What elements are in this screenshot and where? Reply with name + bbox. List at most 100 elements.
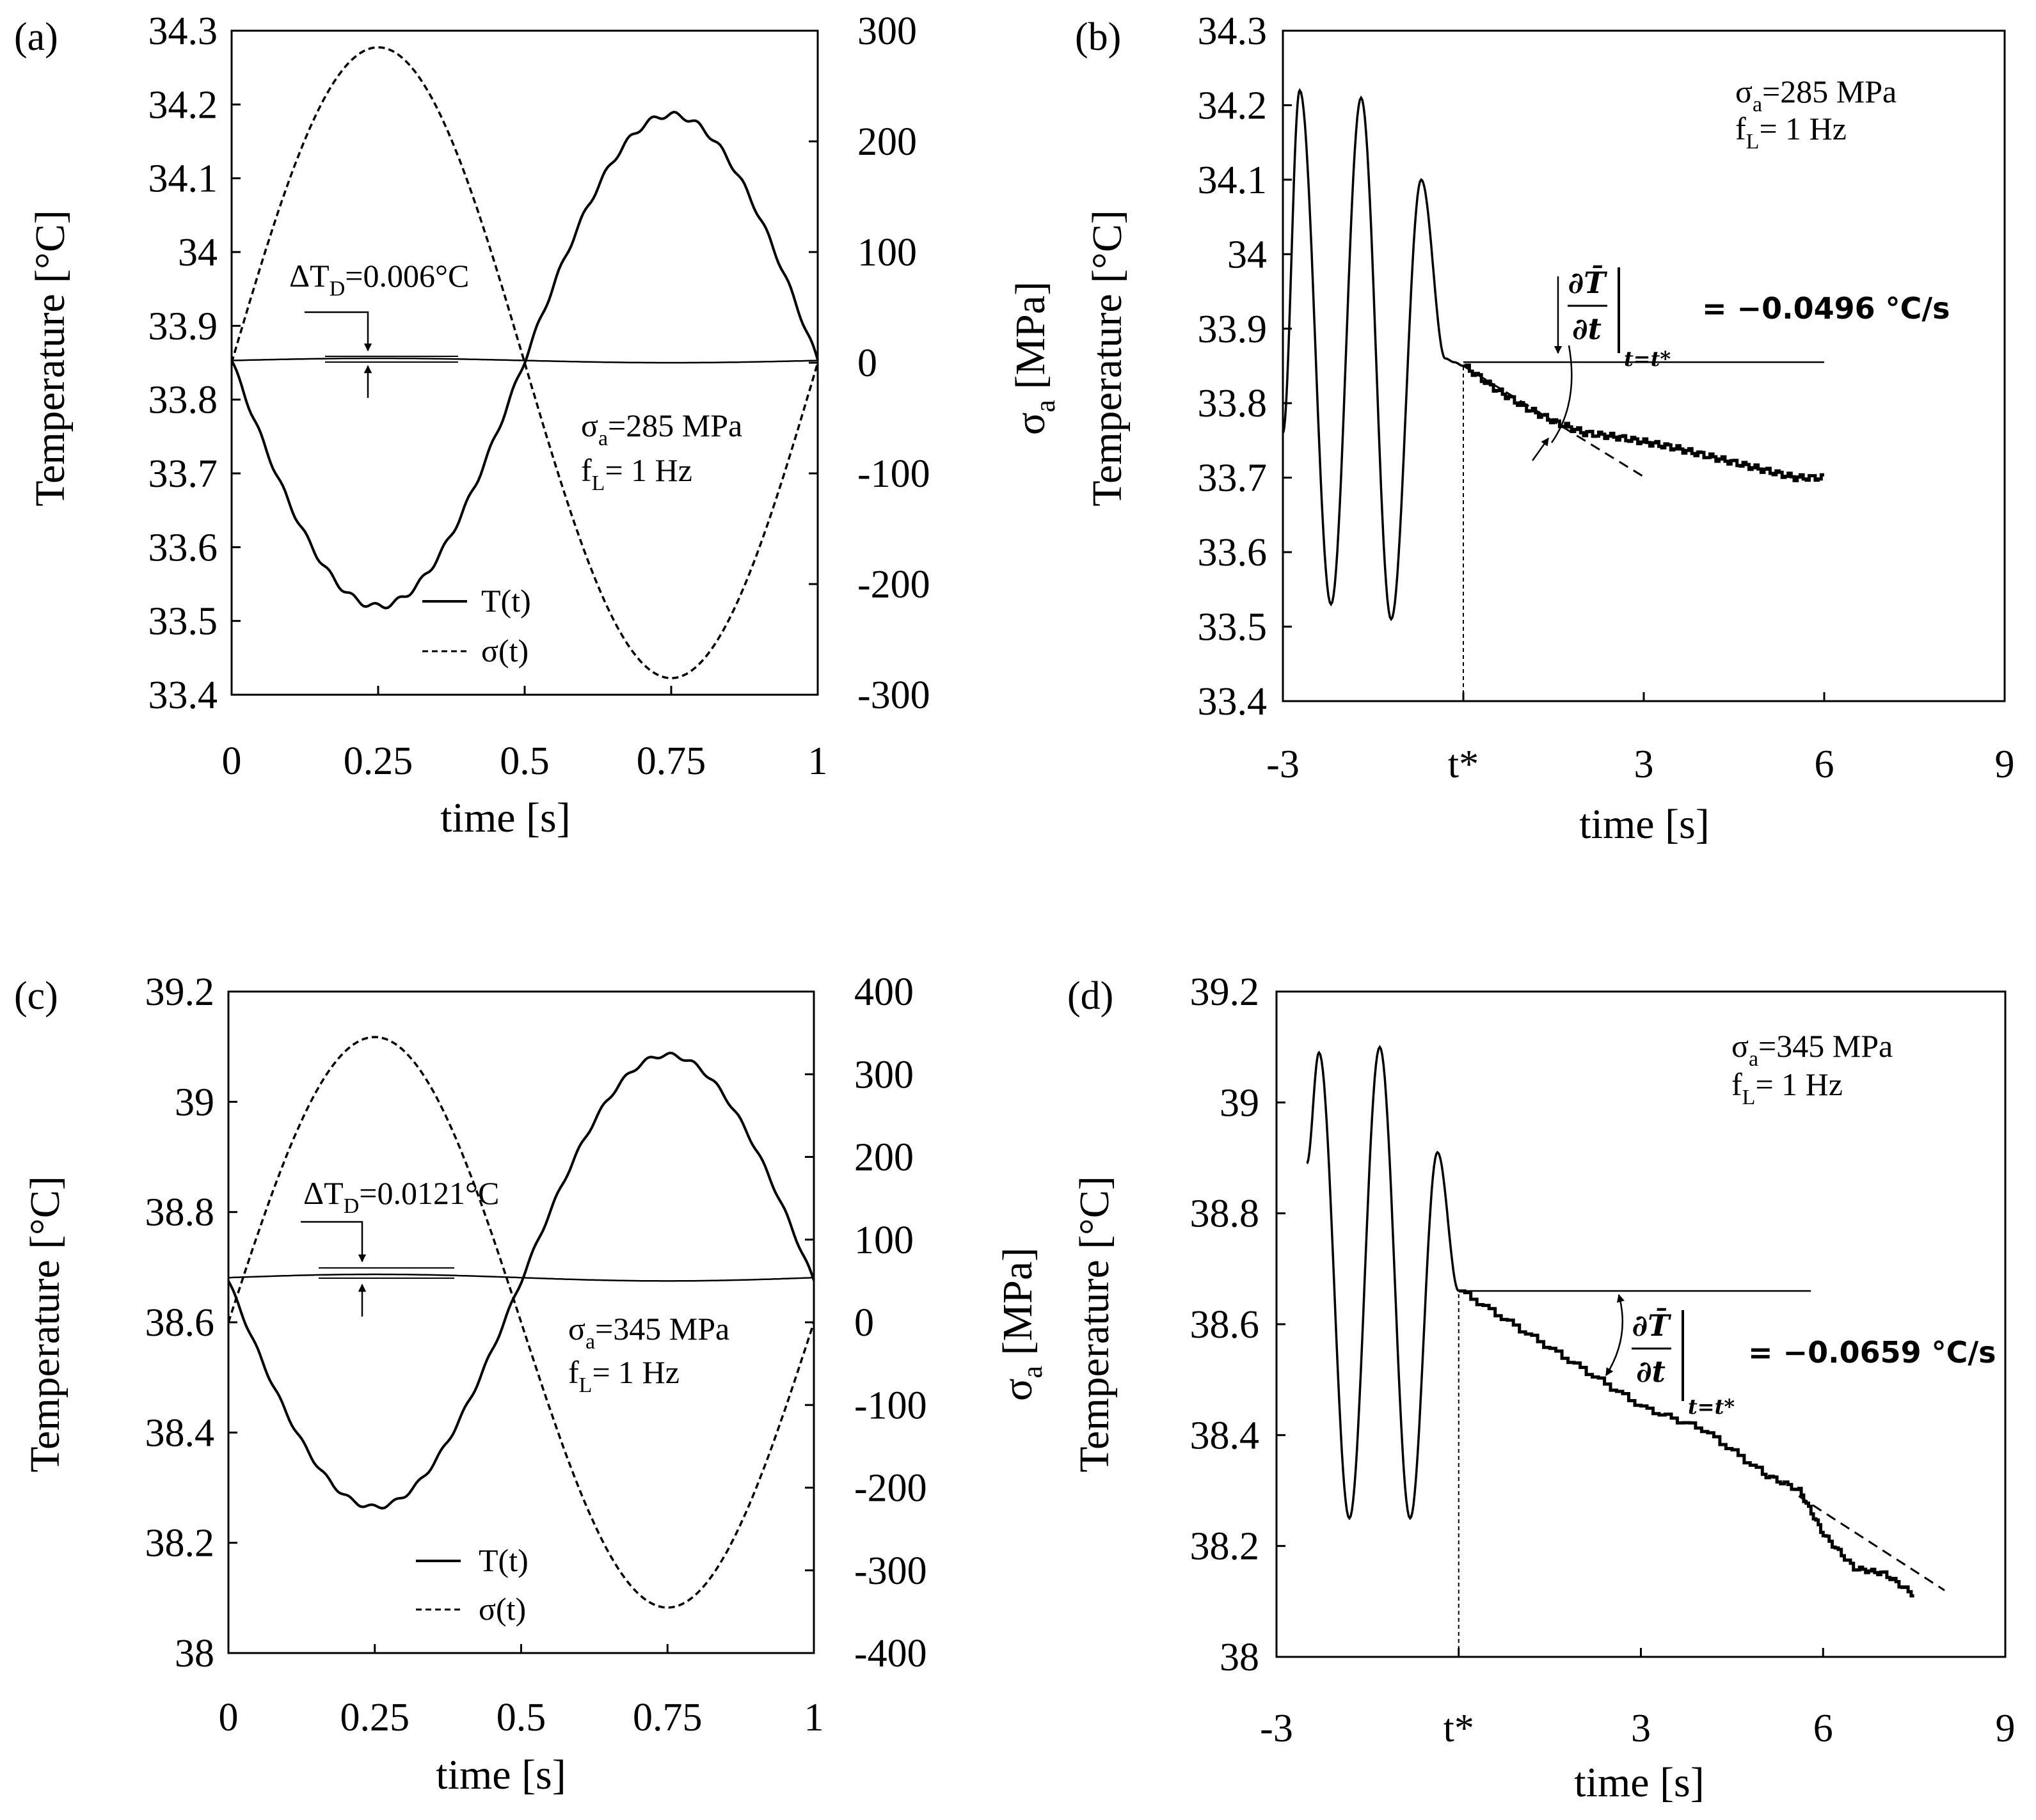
- series-cooling-line: [1463, 363, 1824, 482]
- delta-t-arrow-top-a: [305, 311, 372, 352]
- panel-label-a: (a): [14, 15, 58, 59]
- y2-ticks-a: -300 -200 -100 0 100 200 300: [809, 10, 930, 717]
- f-c-main: f: [568, 1354, 579, 1390]
- angle-arc-b: [1550, 345, 1573, 443]
- series-oscillation-line: [1306, 1045, 1459, 1521]
- sig-b-sub: a: [1753, 93, 1762, 116]
- deriv-sub-b: t=t*: [1624, 347, 1671, 371]
- angle-arrow-bottom-b: [1531, 437, 1550, 461]
- y2-axis-label-a: σa [MPa]: [1007, 281, 1061, 435]
- series-oscillation-line: [1282, 88, 1463, 622]
- y-tick-label: 34.3: [1198, 10, 1268, 53]
- panel-label-c: (c): [14, 974, 58, 1018]
- y2-tick-label: 0: [857, 342, 877, 385]
- y-tick-label: 38.6: [145, 1301, 215, 1345]
- y-tick-label: 33.6: [1198, 531, 1268, 574]
- y2-label-c-sub: a: [1017, 1366, 1048, 1379]
- panel-a: (a) 33.4 33.5 33.6 33.7 33.8 33.9 34 34.1 34.2 34…: [14, 10, 1061, 841]
- x-ticks-c: 0 0.25 0.5 0.75 1: [219, 1644, 824, 1739]
- y2-tick-label: 0: [854, 1301, 874, 1345]
- f-c-tail: = 1 Hz: [592, 1354, 680, 1390]
- dt-c-sub: D: [344, 1194, 360, 1218]
- series-tangent-line: [1798, 1495, 1945, 1592]
- y-tick-label: 39.2: [145, 970, 215, 1014]
- dt-c-main: ΔT: [303, 1175, 344, 1211]
- y-tick-label: 33.6: [148, 526, 218, 569]
- x-tick-label: 0.5: [497, 1696, 546, 1739]
- y2-tick-label: -100: [854, 1384, 927, 1427]
- x-tick-label: 0.25: [344, 740, 413, 783]
- y-tick-label: 33.5: [1198, 606, 1268, 649]
- f-a-main: f: [581, 452, 592, 488]
- y-tick-label: 33.8: [148, 379, 218, 422]
- dt-a-sub: D: [330, 277, 346, 301]
- x-tick-label: 0: [222, 740, 242, 783]
- series-tangent-line: [1463, 365, 1644, 478]
- x-axis-label-b: time [s]: [1579, 801, 1709, 848]
- y-axis-label-b: Temperature [°C]: [1084, 210, 1131, 506]
- sig-a-main: σ: [581, 408, 598, 443]
- y2-label-c-main: σ: [994, 1379, 1041, 1402]
- x-axis-label-a: time [s]: [440, 795, 570, 841]
- x-tick-label: 1: [804, 1696, 824, 1739]
- f-c-sub: L: [579, 1373, 593, 1397]
- f-b-main: f: [1735, 111, 1746, 146]
- y2-tick-label: -400: [854, 1632, 927, 1675]
- dt-a-tail: =0.006°C: [345, 258, 469, 294]
- panel-d: (d) 38 38.2 38.4 38.6 38.8 39 39.2 -3 t* 3 6 9 Tem…: [1067, 970, 2016, 1806]
- delta-t-label-a: ΔTD=0.006°C: [289, 258, 469, 301]
- series-b: [1282, 88, 1824, 701]
- delta-t-arrow-top-c: [301, 1221, 367, 1263]
- y-tick-label: 34.1: [1198, 159, 1268, 202]
- series-a: [230, 46, 819, 679]
- y2-label-a-sub: a: [1030, 400, 1061, 413]
- sig-b-tail: =285 MPa: [1762, 74, 1897, 109]
- f-d-main: f: [1731, 1066, 1742, 1102]
- delta-t-label-c: ΔTD=0.0121°C: [303, 1175, 499, 1218]
- y-tick-label: 33.7: [148, 452, 218, 496]
- x-tick-label: 1: [808, 740, 828, 783]
- legend-label-t-a: T(t): [481, 583, 531, 619]
- x-ticks-d: -3 t* 3 6 9: [1260, 1648, 2016, 1750]
- deriv-num-d: ∂T̄: [1632, 1308, 1673, 1343]
- y-tick-label: 33.4: [1198, 680, 1268, 724]
- freq-label-a: fL= 1 Hz: [581, 452, 692, 495]
- x-tick-label: 9: [1996, 1707, 2016, 1750]
- sigma-label-c: σa=345 MPa: [568, 1311, 729, 1354]
- series-stress-line: [227, 1036, 815, 1609]
- legend-label-t-c: T(t): [479, 1542, 529, 1578]
- y2-tick-label: 100: [854, 1219, 914, 1262]
- x-axis-label-d: time [s]: [1574, 1759, 1704, 1806]
- slope-value-b: = −0.0496 °C/s: [1702, 291, 1950, 326]
- x-tick-label: 0: [219, 1696, 239, 1739]
- y-tick-label: 33.9: [1198, 308, 1268, 351]
- x-tick-label: 0.75: [637, 740, 706, 783]
- y-tick-label: 38.4: [1190, 1414, 1260, 1457]
- sigma-label-d: σa=345 MPa: [1731, 1028, 1893, 1071]
- series-mean-temperature-line: [231, 357, 818, 364]
- y-tick-label: 38.2: [1190, 1525, 1260, 1569]
- freq-label-c: fL= 1 Hz: [568, 1354, 680, 1397]
- f-d-sub: L: [1742, 1086, 1756, 1109]
- y-tick-label: 34.1: [148, 157, 218, 201]
- x-axis-label-c: time [s]: [436, 1752, 566, 1798]
- sig-d-main: σ: [1731, 1028, 1749, 1064]
- y-tick-label: 33.8: [1198, 382, 1268, 425]
- y-tick-label: 38.8: [1190, 1192, 1260, 1236]
- deriv-den-b: ∂t: [1572, 312, 1602, 346]
- y2-ticks-c: -400 -300 -200 -100 0 100 200 300 400: [805, 970, 927, 1675]
- deriv-num-b: ∂T̄: [1568, 265, 1609, 300]
- y-tick-label: 39.2: [1190, 970, 1260, 1014]
- panel-c: (c) 38 38.2 38.4 38.6 38.8 39 39.2 -400 -300 -20…: [14, 970, 1048, 1798]
- x-tick-label: 0.5: [500, 740, 550, 783]
- y2-tick-label: -300: [854, 1549, 927, 1593]
- y-tick-label: 38: [1220, 1636, 1259, 1679]
- y2-tick-label: 400: [854, 970, 914, 1014]
- y-tick-label: 38: [175, 1632, 214, 1675]
- derivative-annotation-b: ∂T̄ ∂t t=t* = −0.0496 °C/s: [1531, 265, 1950, 461]
- x-ticks-b: -3 t* 3 6 9: [1266, 692, 2015, 786]
- y-tick-label: 38.8: [145, 1191, 215, 1235]
- y-axis-label-c: Temperature [°C]: [22, 1176, 68, 1472]
- y2-tick-label: 200: [854, 1136, 914, 1180]
- sig-a-sub: a: [598, 427, 608, 450]
